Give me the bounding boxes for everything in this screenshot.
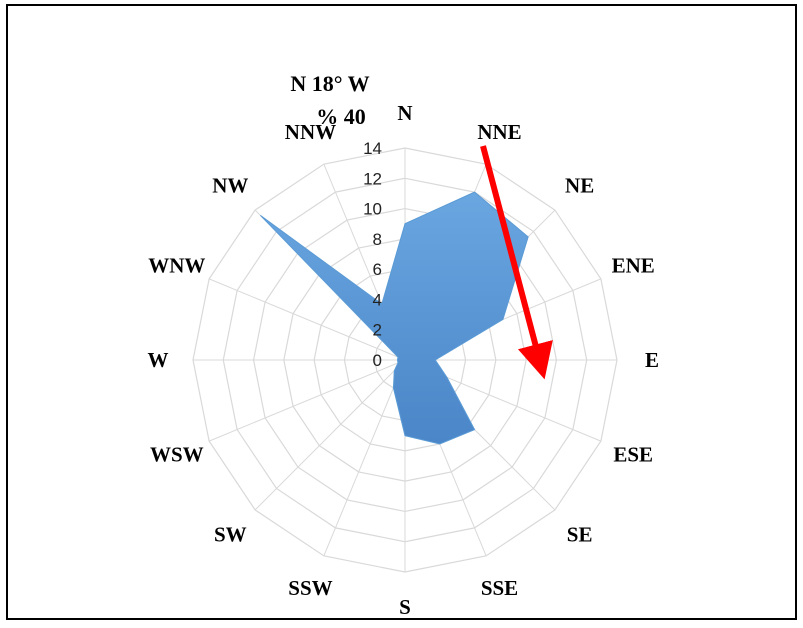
annotation-line2: % 40 (316, 104, 366, 129)
grid-spoke (208, 359, 406, 442)
annotation-line1: N 18° W (290, 71, 369, 96)
grid-spoke (208, 278, 406, 361)
tick-label: 0 (373, 351, 382, 370)
direction-label-s: S (399, 595, 411, 619)
direction-label-ne: NE (565, 173, 594, 197)
direction-label-se: SE (567, 523, 593, 547)
tick-label: 12 (363, 169, 382, 188)
tick-label: 4 (373, 290, 382, 309)
direction-label-sw: SW (214, 523, 247, 547)
direction-label-ese: ESE (613, 443, 653, 467)
direction-label-ene: ENE (612, 253, 655, 277)
direction-label-nne: NNE (477, 120, 521, 144)
direction-label-nnw: NNW (285, 120, 336, 144)
series-layer (260, 191, 529, 445)
tick-label: 8 (373, 230, 382, 249)
grid-spoke (323, 359, 406, 557)
tick-label: 6 (373, 260, 382, 279)
direction-label-wsw: WSW (150, 443, 204, 467)
direction-label-ssw: SSW (288, 576, 332, 600)
direction-label-sse: SSE (481, 576, 518, 600)
direction-arrow (480, 145, 553, 380)
direction-label-w: W (148, 348, 169, 372)
grid-spoke (254, 359, 406, 511)
direction-labels: N NNE NE ENE E ESE SE SSE S SSW SW WSW W WNW NW NNW (148, 101, 660, 619)
tick-label: 2 (373, 321, 382, 340)
tick-label: 14 (363, 139, 382, 158)
radial-tick-labels: 0 2 4 6 8 10 12 14 (363, 139, 382, 370)
direction-label-wnw: WNW (148, 253, 205, 277)
direction-label-e: E (645, 348, 659, 372)
direction-label-nw: NW (212, 173, 248, 197)
tick-label: 10 (363, 200, 382, 219)
direction-label-n: N (397, 101, 412, 125)
series-area (260, 191, 529, 445)
